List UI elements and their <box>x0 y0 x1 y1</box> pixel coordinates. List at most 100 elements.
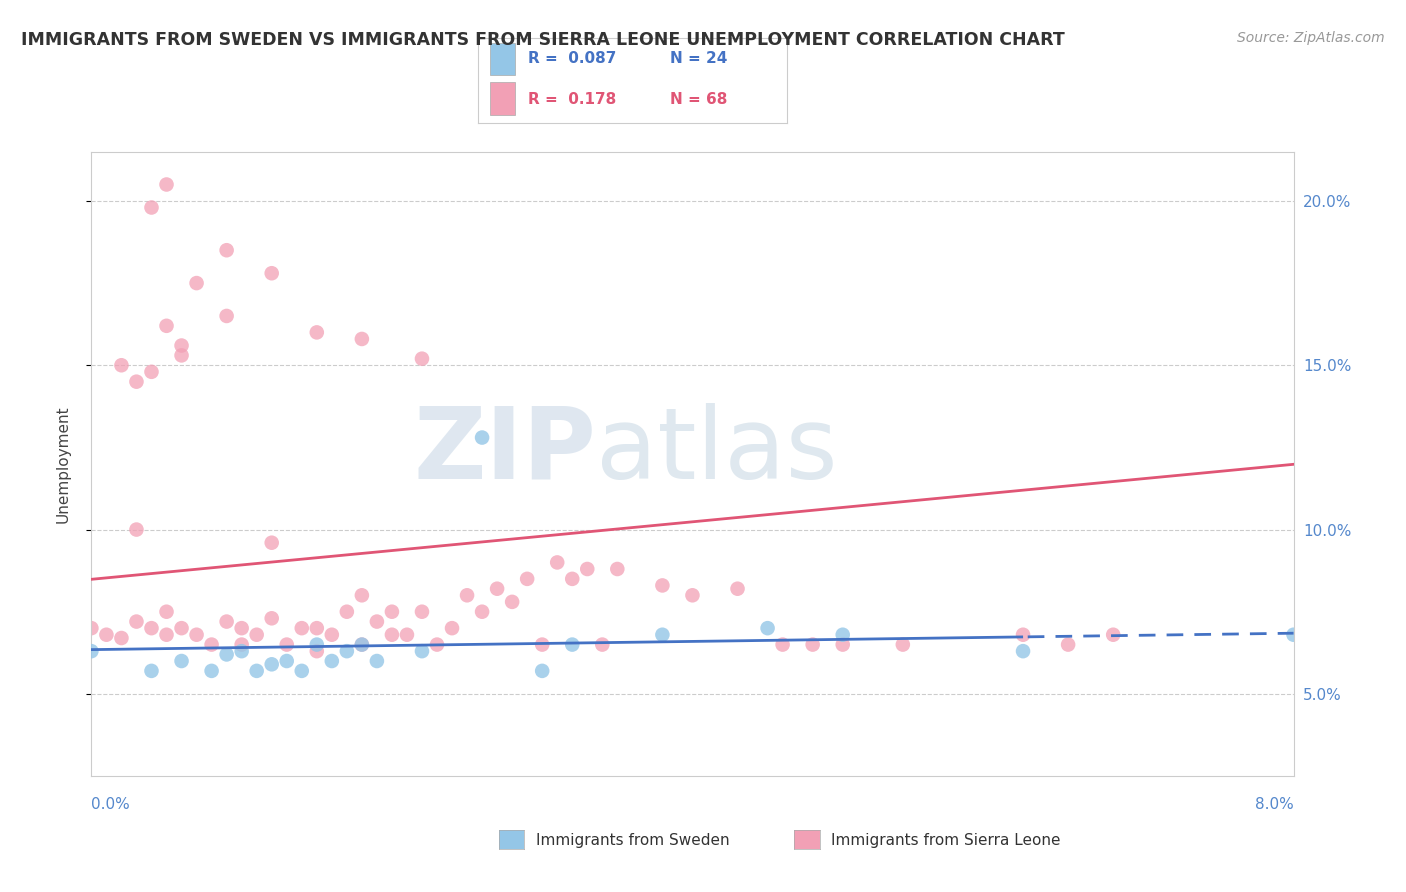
Point <box>456 588 478 602</box>
Point <box>276 638 298 652</box>
Point <box>471 431 494 445</box>
Point <box>110 631 132 645</box>
Point <box>155 628 177 642</box>
Point <box>591 638 613 652</box>
Point <box>891 638 914 652</box>
Point <box>411 605 433 619</box>
Text: 8.0%: 8.0% <box>1254 797 1294 812</box>
Point <box>426 638 449 652</box>
Point <box>531 638 554 652</box>
Point <box>155 178 177 192</box>
Point <box>246 664 269 678</box>
Point <box>350 588 373 602</box>
Point <box>305 638 328 652</box>
Point <box>366 654 388 668</box>
Point <box>260 657 283 672</box>
Point <box>170 348 193 362</box>
Point <box>170 338 193 352</box>
Point <box>486 582 509 596</box>
Point <box>155 318 177 333</box>
Point <box>471 605 494 619</box>
Point <box>291 664 314 678</box>
Text: Source: ZipAtlas.com: Source: ZipAtlas.com <box>1237 31 1385 45</box>
Point <box>727 582 749 596</box>
Point <box>305 621 328 635</box>
Point <box>350 638 373 652</box>
Point <box>125 375 148 389</box>
Point <box>305 326 328 340</box>
Point <box>201 638 224 652</box>
Point <box>125 615 148 629</box>
Point <box>321 654 343 668</box>
Text: R =  0.087: R = 0.087 <box>527 51 616 66</box>
Point <box>336 605 359 619</box>
Point <box>350 638 373 652</box>
Point <box>201 664 224 678</box>
Point <box>651 628 673 642</box>
Point <box>772 638 794 652</box>
Point <box>231 621 253 635</box>
Text: 0.0%: 0.0% <box>91 797 131 812</box>
Point <box>215 615 238 629</box>
Y-axis label: Unemployment: Unemployment <box>56 405 70 523</box>
Text: ZIP: ZIP <box>413 403 596 500</box>
Point <box>411 351 433 366</box>
Point <box>276 654 298 668</box>
Point <box>561 638 583 652</box>
Point <box>291 621 314 635</box>
Point <box>1057 638 1080 652</box>
Point <box>606 562 628 576</box>
Point <box>831 628 853 642</box>
Point <box>395 628 418 642</box>
Point <box>366 615 388 629</box>
Point <box>756 621 779 635</box>
Point <box>440 621 463 635</box>
Point <box>531 664 554 678</box>
Point <box>801 638 824 652</box>
Point <box>170 654 193 668</box>
Point <box>260 535 283 549</box>
Point <box>231 638 253 652</box>
Bar <box>491 43 515 75</box>
Point <box>231 644 253 658</box>
Point <box>260 611 283 625</box>
Point <box>576 562 599 576</box>
Point <box>141 664 163 678</box>
Point <box>141 365 163 379</box>
Point <box>141 621 163 635</box>
Point <box>681 588 703 602</box>
Point <box>215 244 238 258</box>
Text: N = 24: N = 24 <box>669 51 727 66</box>
Point <box>350 332 373 346</box>
Point <box>186 276 208 290</box>
Bar <box>491 82 515 114</box>
Text: Immigrants from Sierra Leone: Immigrants from Sierra Leone <box>831 833 1060 847</box>
Text: atlas: atlas <box>596 403 838 500</box>
Point <box>80 621 103 635</box>
Point <box>411 644 433 658</box>
Text: IMMIGRANTS FROM SWEDEN VS IMMIGRANTS FROM SIERRA LEONE UNEMPLOYMENT CORRELATION : IMMIGRANTS FROM SWEDEN VS IMMIGRANTS FRO… <box>21 31 1064 49</box>
Point <box>516 572 538 586</box>
Point <box>170 621 193 635</box>
Point <box>186 628 208 642</box>
Point <box>546 556 568 570</box>
Text: N = 68: N = 68 <box>669 92 727 107</box>
Point <box>305 644 328 658</box>
Text: Immigrants from Sweden: Immigrants from Sweden <box>536 833 730 847</box>
Point <box>125 523 148 537</box>
Point <box>260 266 283 280</box>
Point <box>561 572 583 586</box>
Point <box>381 605 404 619</box>
Point <box>96 628 118 642</box>
Point <box>651 578 673 592</box>
Point <box>215 309 238 323</box>
Point <box>80 644 103 658</box>
Point <box>141 201 163 215</box>
Point <box>1102 628 1125 642</box>
Point <box>1282 628 1305 642</box>
Point <box>110 358 132 372</box>
Point <box>215 648 238 662</box>
Point <box>1012 628 1035 642</box>
Point <box>501 595 523 609</box>
Point <box>831 638 853 652</box>
